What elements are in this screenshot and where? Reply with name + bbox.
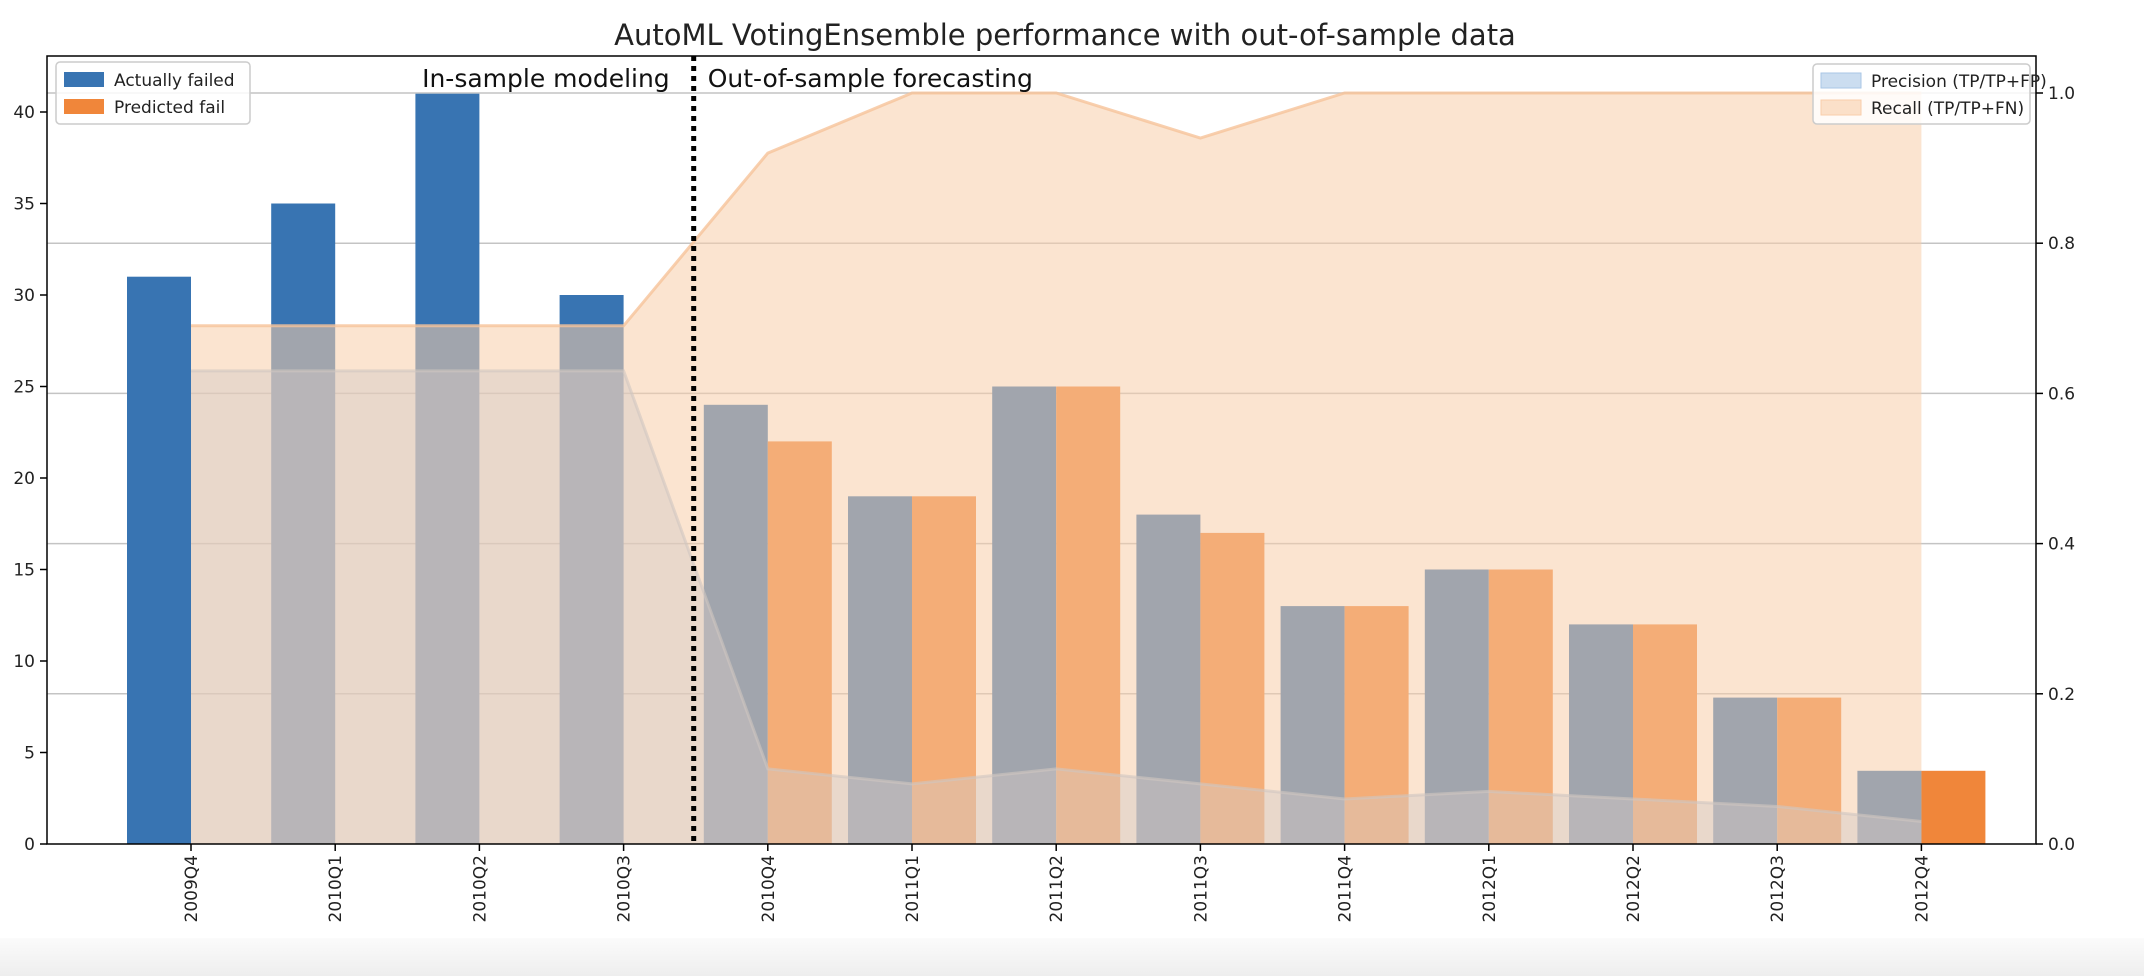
y2-tick-label: 1.0: [2048, 84, 2075, 104]
bar-predicted-fail: [1921, 770, 1986, 844]
y-tick-label: 0: [24, 835, 35, 855]
legend-swatch: [1820, 72, 1862, 89]
annotation-in-sample: In-sample modeling: [422, 64, 670, 93]
annotation-out-of-sample: Out-of-sample forecasting: [708, 64, 1033, 93]
y-tick-label: 30: [13, 286, 35, 306]
x-tick-label: 2010Q1: [326, 855, 346, 922]
legend-swatch: [64, 72, 104, 87]
x-tick-label: 2011Q3: [1191, 855, 1211, 922]
x-tick-label: 2012Q2: [1624, 855, 1644, 922]
x-tick-label: 2012Q4: [1912, 855, 1932, 922]
x-tick-label: 2011Q4: [1336, 855, 1356, 922]
y-tick-label: 40: [13, 103, 35, 123]
legend-swatch: [64, 99, 104, 114]
legend-left: Actually failed Predicted fail: [55, 61, 251, 125]
y-tick-label: 25: [13, 378, 35, 398]
x-tick-label: 2011Q1: [903, 855, 923, 922]
y-tick-label: 35: [13, 195, 35, 215]
bar-actually-failed: [127, 276, 191, 844]
legend-right: Precision (TP/TP+FP) Recall (TP/TP+FN): [1812, 63, 2047, 125]
y-tick-label: 10: [13, 652, 35, 672]
legend-swatch: [1820, 99, 1862, 116]
y-tick-label: 20: [13, 469, 35, 489]
x-tick-label: 2011Q2: [1047, 855, 1067, 922]
x-tick-label: 2010Q4: [759, 855, 779, 922]
legend-label: Actually failed: [114, 71, 235, 91]
x-tick-label: 2010Q2: [470, 855, 490, 922]
y2-tick-label: 0.4: [2048, 535, 2075, 555]
plot-frame: [46, 55, 2037, 845]
x-tick-label: 2010Q3: [615, 855, 635, 922]
legend-right-box: [1812, 63, 2031, 125]
legend-label: Recall (TP/TP+FN): [1871, 99, 2024, 119]
y2-tick-label: 0.2: [2048, 685, 2075, 705]
x-tick-label: 2012Q3: [1768, 855, 1788, 922]
bottom-bar: [0, 938, 2144, 976]
y2-tick-label: 0.6: [2048, 384, 2075, 404]
recall-area: [191, 93, 1922, 844]
y2-tick-label: 0.8: [2048, 234, 2075, 254]
y-tick-label: 15: [13, 561, 35, 581]
legend-left-box: [55, 61, 251, 125]
chart-title: AutoML VotingEnsemble performance with o…: [614, 18, 1516, 52]
legend-label: Predicted fail: [114, 98, 225, 118]
legend-label: Precision (TP/TP+FP): [1871, 72, 2047, 92]
y2-tick-label: 0.0: [2048, 835, 2075, 855]
x-tick-label: 2009Q4: [182, 855, 202, 922]
recall-line: [191, 91, 1922, 328]
y-tick-label: 5: [24, 744, 35, 764]
x-tick-label: 2012Q1: [1480, 855, 1500, 922]
